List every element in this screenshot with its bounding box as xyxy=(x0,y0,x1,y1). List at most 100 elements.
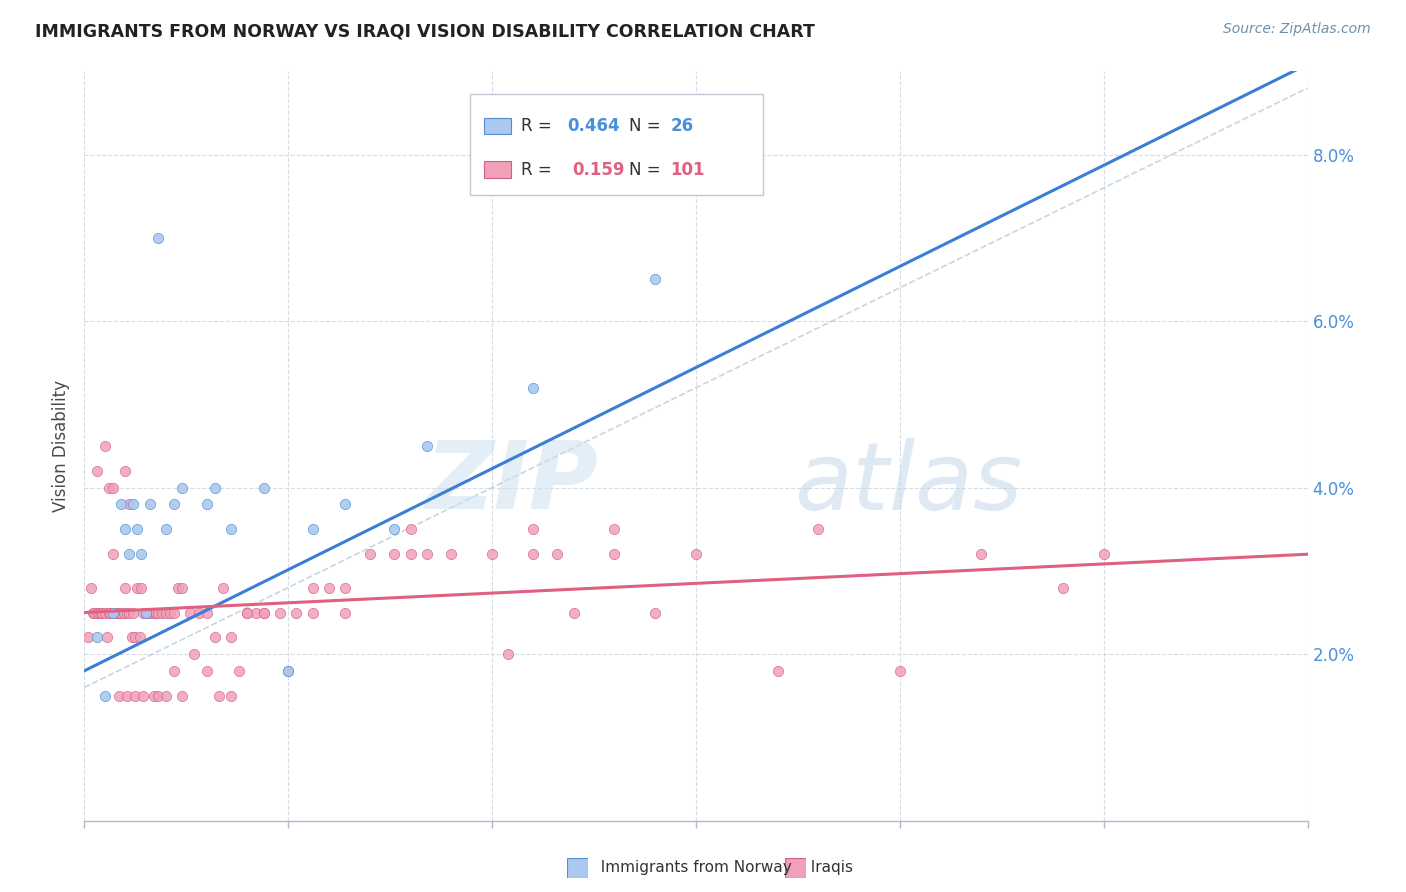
Point xyxy=(146,231,169,245)
Point xyxy=(86,606,108,620)
Point xyxy=(562,606,585,620)
Point xyxy=(208,689,231,703)
Point xyxy=(142,606,165,620)
Point xyxy=(522,381,544,395)
Text: 0.159: 0.159 xyxy=(572,161,624,178)
Point xyxy=(110,497,132,511)
Point xyxy=(104,606,127,620)
Text: N =: N = xyxy=(628,161,665,178)
Point xyxy=(167,581,190,595)
Text: 26: 26 xyxy=(671,117,693,136)
Point xyxy=(335,581,357,595)
Point xyxy=(399,522,422,536)
Point xyxy=(1092,547,1115,561)
Point xyxy=(86,631,108,645)
Point xyxy=(101,547,124,561)
Point xyxy=(807,522,830,536)
Point xyxy=(522,547,544,561)
Point xyxy=(80,581,103,595)
Point xyxy=(603,547,626,561)
Point xyxy=(124,631,146,645)
Point xyxy=(145,606,167,620)
Point xyxy=(195,606,218,620)
Point xyxy=(889,664,911,678)
Text: Source: ZipAtlas.com: Source: ZipAtlas.com xyxy=(1223,22,1371,37)
Point xyxy=(138,606,160,620)
Point xyxy=(97,481,120,495)
Point xyxy=(183,647,205,661)
FancyBboxPatch shape xyxy=(484,161,512,178)
Point xyxy=(399,547,422,561)
Point xyxy=(204,481,226,495)
Point xyxy=(118,547,141,561)
Point xyxy=(301,606,323,620)
Point xyxy=(172,689,194,703)
Point xyxy=(100,606,122,620)
Point xyxy=(253,606,276,620)
Point xyxy=(285,606,308,620)
Point xyxy=(101,481,124,495)
Point xyxy=(318,581,340,595)
Point xyxy=(498,647,520,661)
Text: 101: 101 xyxy=(671,161,704,178)
Point xyxy=(121,631,143,645)
Point xyxy=(124,689,146,703)
Point xyxy=(970,547,993,561)
Point xyxy=(136,606,159,620)
Point xyxy=(546,547,568,561)
Point xyxy=(269,606,291,620)
Point xyxy=(204,631,226,645)
Point xyxy=(335,497,357,511)
Point xyxy=(90,606,112,620)
Point xyxy=(142,689,165,703)
Point xyxy=(105,606,128,620)
Point xyxy=(93,439,115,453)
Point xyxy=(138,497,160,511)
Text: R =: R = xyxy=(522,161,562,178)
Point xyxy=(522,522,544,536)
Point xyxy=(107,689,129,703)
Point xyxy=(172,581,194,595)
Point xyxy=(253,606,276,620)
Point xyxy=(1052,581,1074,595)
Point xyxy=(146,606,169,620)
Point xyxy=(127,522,149,536)
Point xyxy=(236,606,259,620)
Point xyxy=(212,581,235,595)
Point xyxy=(440,547,463,561)
Point xyxy=(87,606,110,620)
Point xyxy=(172,481,194,495)
Point xyxy=(82,606,104,620)
Point xyxy=(132,689,155,703)
Point xyxy=(114,581,136,595)
Point xyxy=(382,522,405,536)
Point xyxy=(135,606,157,620)
Point xyxy=(219,631,242,645)
Point xyxy=(115,606,138,620)
Point xyxy=(110,606,132,620)
Point xyxy=(93,689,115,703)
Text: Iraqis: Iraqis xyxy=(801,860,853,874)
Point xyxy=(766,664,789,678)
Point xyxy=(146,689,169,703)
Point xyxy=(219,522,242,536)
Point xyxy=(132,606,155,620)
Point xyxy=(107,606,129,620)
Point xyxy=(382,547,405,561)
Text: R =: R = xyxy=(522,117,557,136)
Point xyxy=(101,606,124,620)
Point xyxy=(416,439,439,453)
Point xyxy=(219,689,242,703)
Point xyxy=(91,606,114,620)
Point xyxy=(122,497,145,511)
Point xyxy=(155,689,177,703)
Point xyxy=(277,664,299,678)
Point xyxy=(83,606,105,620)
Point xyxy=(118,606,141,620)
Point xyxy=(77,631,100,645)
Point xyxy=(131,581,153,595)
Point xyxy=(93,606,115,620)
Text: N =: N = xyxy=(628,117,665,136)
Point xyxy=(163,497,186,511)
Point xyxy=(187,606,209,620)
